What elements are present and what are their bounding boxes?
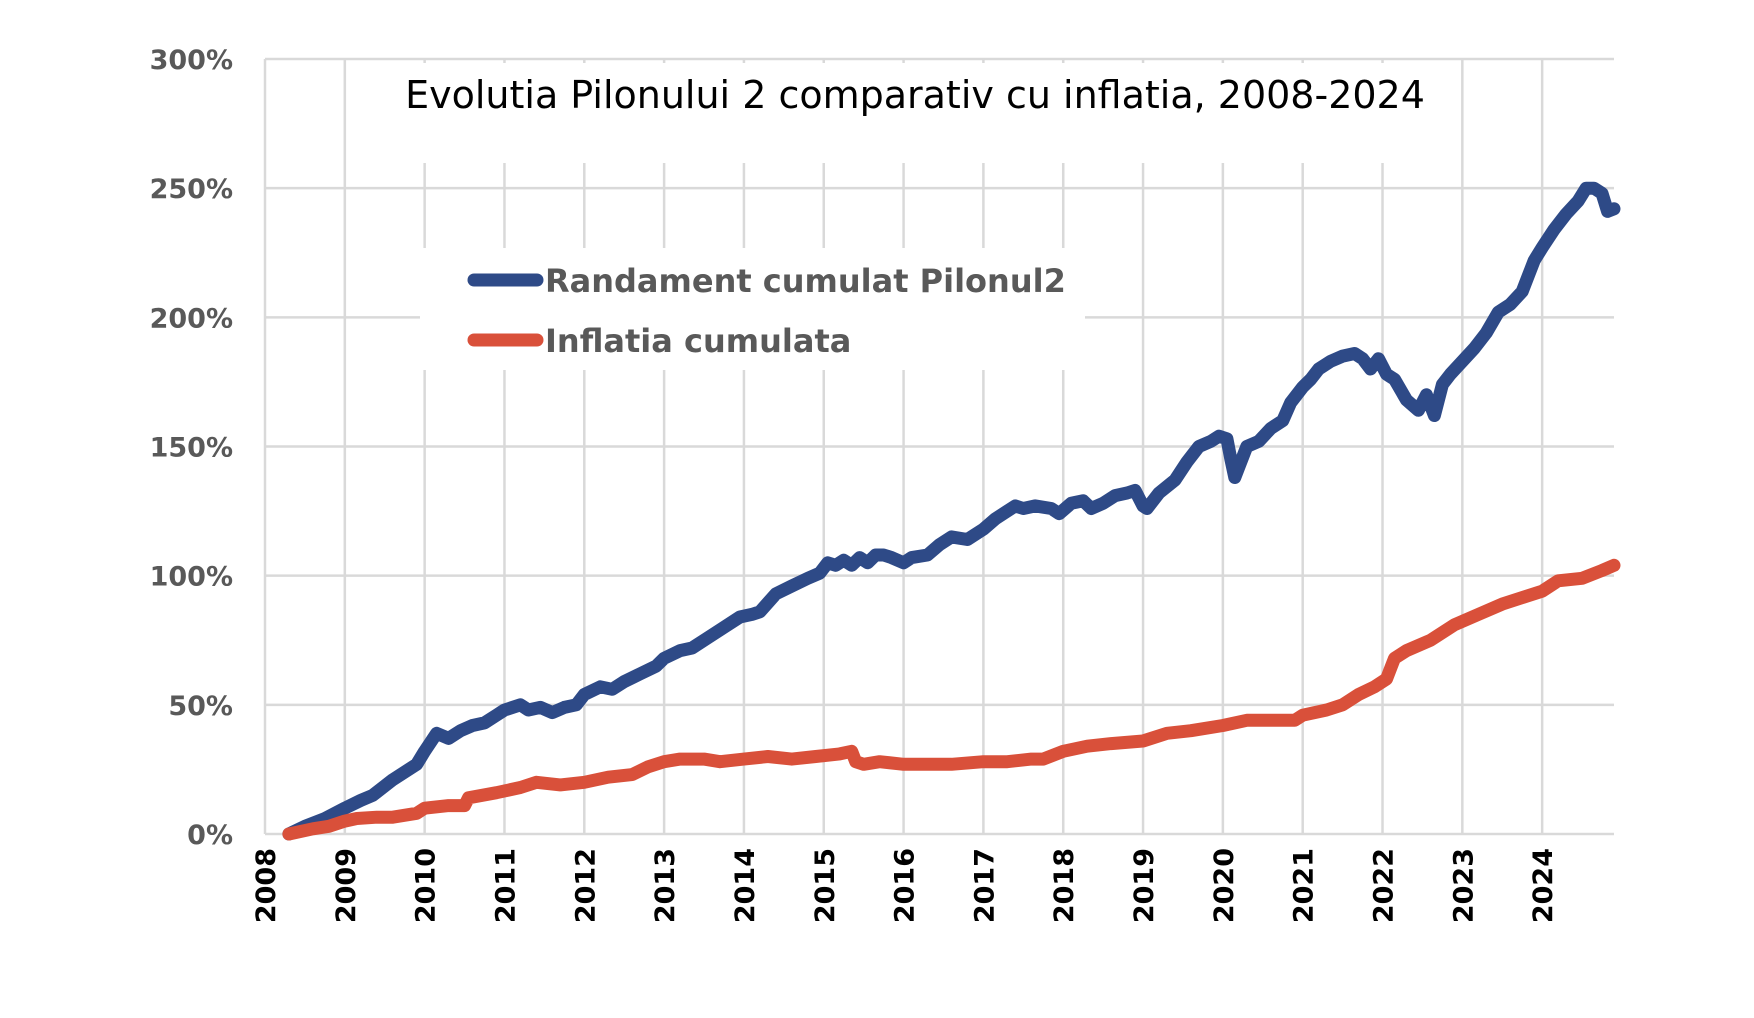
x-tick-label: 2021 <box>1289 848 1320 923</box>
x-tick-label: 2012 <box>570 848 601 923</box>
y-tick-label: 150% <box>150 433 233 464</box>
x-tick-label: 2011 <box>490 848 521 923</box>
y-tick-label: 250% <box>150 174 233 205</box>
title-background <box>385 63 1455 163</box>
x-tick-labels: 2008 2009 2010 2011 2012 2013 2014 2015 2016 2017… <box>251 848 1559 923</box>
x-tick-label: 2019 <box>1129 848 1160 923</box>
legend-background <box>420 248 1085 370</box>
y-tick-label: 300% <box>150 45 233 76</box>
x-gridlines <box>263 59 1544 834</box>
x-tick-label: 2016 <box>890 848 921 923</box>
plot-mask <box>385 63 1455 370</box>
y-tick-labels: 0% 50% 100% 150% 200% 250% 300% <box>150 45 233 851</box>
series-line-2 <box>282 558 1621 841</box>
x-tick-label: 2013 <box>650 848 681 923</box>
y-tick-label: 50% <box>168 691 233 722</box>
y-tick-label: 200% <box>150 303 233 334</box>
legend-label-2: Inflatia cumulata <box>545 322 851 360</box>
x-tick-label: 2015 <box>810 848 841 923</box>
x-tick-label: 2017 <box>969 848 1000 923</box>
x-tick-label: 2010 <box>411 848 442 923</box>
legend: Randament cumulat Pilonul2 Inflatia cumul… <box>467 262 1066 360</box>
x-tick-label: 2023 <box>1448 848 1479 923</box>
y-tick-label: 0% <box>187 820 233 851</box>
series-line-1 <box>282 181 1621 841</box>
x-tick-label: 2024 <box>1528 848 1559 923</box>
y-tick-label: 100% <box>150 562 233 593</box>
x-tick-label: 2018 <box>1049 848 1080 923</box>
x-tick-label: 2009 <box>331 848 362 923</box>
x-tick-label: 2022 <box>1369 848 1400 923</box>
series-layer <box>282 181 1621 841</box>
y-gridlines <box>265 57 1614 836</box>
x-tick-label: 2014 <box>730 848 761 923</box>
legend-label-1: Randament cumulat Pilonul2 <box>545 262 1066 300</box>
x-tick-label: 2008 <box>251 848 282 923</box>
x-tick-label: 2020 <box>1209 848 1240 923</box>
chart-title: Evolutia Pilonului 2 comparativ cu infla… <box>405 73 1425 117</box>
